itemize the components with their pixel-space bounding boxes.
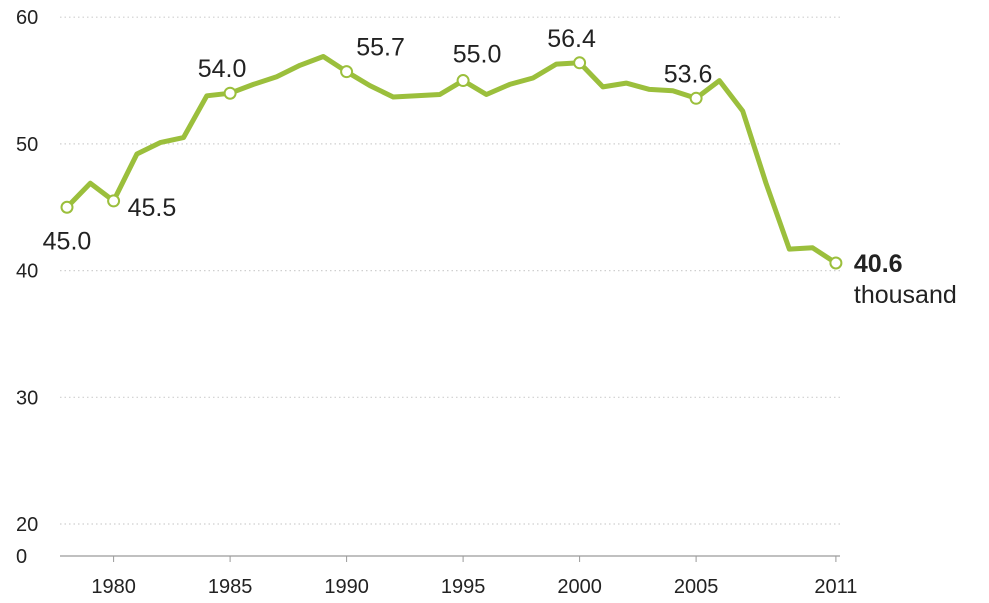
x-tick-label-2011: 2011 (814, 576, 857, 598)
y-tick-label-40: 40 (16, 261, 38, 283)
data-point-marker-1980 (107, 194, 121, 208)
data-label-2011: 40.6 (854, 250, 903, 278)
x-tick-label-2005: 2005 (674, 576, 719, 598)
data-label-1978: 45.0 (43, 227, 92, 255)
data-point-marker-2000 (573, 56, 587, 70)
gridlines (60, 16, 840, 557)
data-label-1980: 45.5 (128, 194, 177, 222)
data-label-1995: 55.0 (453, 41, 502, 69)
data-point-marker-2005 (689, 91, 703, 105)
data-point-marker-1990 (340, 65, 354, 79)
x-tick-label-1980: 1980 (91, 576, 136, 598)
data-point-marker-2011 (829, 256, 843, 270)
series-layer (60, 54, 843, 270)
y-tick-label-0: 0 (16, 546, 27, 568)
x-tick-label-1985: 1985 (208, 576, 253, 598)
y-tick-label-50: 50 (16, 134, 38, 156)
data-point-marker-1978 (60, 200, 74, 214)
y-tick-label-60: 60 (16, 7, 38, 29)
data-label-unit: thousand (854, 281, 957, 309)
data-labels: 45.0 45.5 54.0 55.7 55.0 56.4 53.6 40.6 thousand (43, 25, 957, 309)
data-label-1990: 55.7 (356, 34, 405, 62)
y-axis-ticks: 0 20 30 40 50 60 (16, 7, 38, 568)
x-tick-label-1990: 1990 (324, 576, 369, 598)
data-point-marker-1985 (223, 86, 237, 100)
series-line (64, 54, 839, 266)
data-label-2005: 53.6 (664, 60, 713, 88)
data-label-2000: 56.4 (547, 25, 596, 53)
y-tick-label-30: 30 (16, 387, 38, 409)
y-tick-label-20: 20 (16, 514, 38, 536)
data-point-marker-1995 (456, 74, 470, 88)
x-tick-label-1995: 1995 (441, 576, 486, 598)
x-tick-label-2000: 2000 (557, 576, 602, 598)
x-axis-ticks: 1980 1985 1990 1995 2000 2005 2011 (91, 556, 857, 598)
data-label-1985: 54.0 (198, 55, 247, 83)
